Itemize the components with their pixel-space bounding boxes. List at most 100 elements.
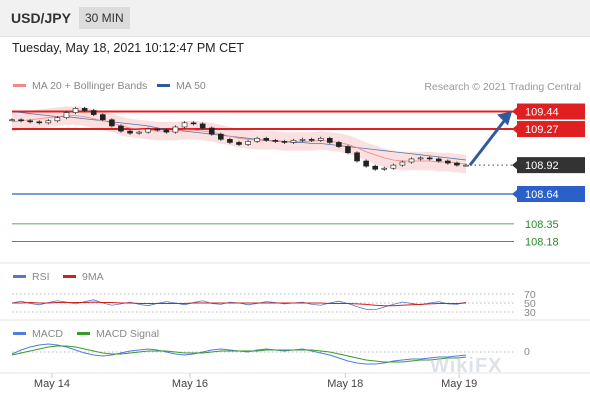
candle-body	[27, 120, 33, 123]
legend-9ma: 9MA	[63, 271, 104, 283]
x-tick-label: May 14	[34, 378, 70, 390]
candle-body	[272, 140, 279, 142]
candle-body	[317, 138, 324, 141]
timeframe-badge[interactable]: 30 MIN	[79, 7, 130, 29]
candle-body	[290, 140, 297, 143]
resistance-level-label: 109.44	[525, 107, 559, 119]
candle-body	[345, 146, 351, 154]
candle-body	[399, 161, 406, 166]
last-level-tag	[517, 157, 585, 174]
candle-body	[9, 119, 15, 122]
candle-body	[445, 160, 451, 164]
research-credit: Research © 2021 Trading Central	[424, 81, 581, 93]
candle-body	[363, 160, 369, 167]
candle-body	[154, 128, 161, 131]
candle-body	[18, 119, 24, 122]
candle-body	[245, 141, 251, 145]
candle-body	[163, 129, 170, 133]
support-level-label: 108.18	[525, 236, 559, 248]
candle-body	[281, 141, 288, 143]
candle-body	[354, 152, 360, 162]
candle-body	[118, 125, 124, 132]
candle-body	[426, 157, 433, 160]
candle-body	[145, 128, 151, 133]
last-level-label: 108.92	[525, 160, 559, 172]
legend-swatch	[157, 83, 170, 87]
candle-body	[199, 123, 206, 129]
legend-swatch	[13, 83, 26, 87]
legend-macd: MACD	[13, 328, 63, 340]
candle-body	[109, 119, 115, 127]
candle-body	[172, 126, 179, 133]
candle-body	[236, 142, 242, 145]
candle-body	[454, 162, 460, 166]
candle-body	[90, 110, 97, 115]
legend-macd-signal: MACD Signal	[77, 328, 159, 340]
candle-body	[218, 133, 224, 140]
pivot-level-tag	[517, 186, 585, 202]
candle-body	[136, 131, 142, 134]
candle-body	[299, 139, 306, 141]
forecast-arrowhead	[497, 111, 512, 126]
candle-body	[181, 122, 188, 128]
resistance-level-label: 109.27	[525, 124, 559, 136]
rsi-level-label: 70	[524, 289, 536, 301]
candle-body	[63, 112, 70, 118]
resistance-level-arrow	[512, 124, 518, 135]
rsi-ma9-line	[12, 301, 467, 307]
legend-rsi: RSI	[13, 271, 50, 283]
legend-swatch	[13, 331, 26, 335]
timestamp: Tuesday, May 18, 2021 10:12:47 PM CET	[12, 41, 245, 55]
top-bar: USD/JPY 30 MIN	[0, 0, 590, 37]
legend-ma20-bollinger: MA 20 + Bollinger Bands	[13, 80, 147, 92]
resistance-level-arrow	[512, 106, 518, 117]
candle-body	[417, 157, 424, 160]
macd-signal-line	[11, 345, 467, 363]
ma20-line	[11, 115, 467, 165]
candle-body	[72, 108, 79, 113]
x-tick-label: May 18	[327, 378, 363, 390]
candle-body	[254, 138, 260, 142]
candle-body	[81, 108, 88, 111]
candle-body	[327, 138, 333, 143]
last-level-arrow	[512, 160, 518, 171]
legend-swatch	[13, 274, 26, 278]
candle-body	[390, 164, 397, 169]
candle-body	[54, 117, 61, 122]
macd-line	[11, 343, 467, 365]
candle-body	[408, 158, 415, 163]
candle-body	[127, 130, 133, 134]
pivot-level-label: 108.64	[525, 189, 559, 201]
candle-body	[36, 121, 43, 124]
resistance-level-tag	[517, 121, 585, 138]
instrument-title: USD/JPY	[11, 10, 71, 26]
legend-ma50: MA 50	[157, 80, 206, 92]
candle-body	[190, 122, 197, 125]
legend-swatch	[77, 331, 90, 335]
candle-body	[227, 139, 233, 143]
watermark-logo: WikiFX	[430, 355, 503, 377]
forecast-arrow-shaft	[468, 117, 508, 167]
legend-swatch	[63, 274, 76, 278]
macd-zero-label: 0	[524, 346, 530, 358]
rsi-line	[11, 299, 467, 311]
candle-body	[435, 158, 442, 162]
rsi-level-label: 50	[524, 298, 536, 310]
candle-body	[45, 120, 52, 124]
ma50-line	[11, 111, 467, 161]
candle-body	[372, 165, 378, 170]
candle-body	[336, 142, 342, 147]
candle-body	[381, 167, 388, 170]
pivot-level-arrow	[512, 189, 518, 199]
x-tick-label: May 16	[172, 378, 208, 390]
x-tick-label: May 19	[441, 378, 477, 390]
candle-body	[263, 138, 270, 141]
candle-body	[100, 114, 106, 121]
candle-body	[308, 139, 315, 141]
support-level-label: 108.35	[525, 219, 559, 231]
candle-body	[208, 127, 215, 135]
resistance-level-tag	[517, 103, 585, 120]
rsi-level-label: 30	[524, 307, 536, 319]
candle-body	[463, 164, 469, 167]
